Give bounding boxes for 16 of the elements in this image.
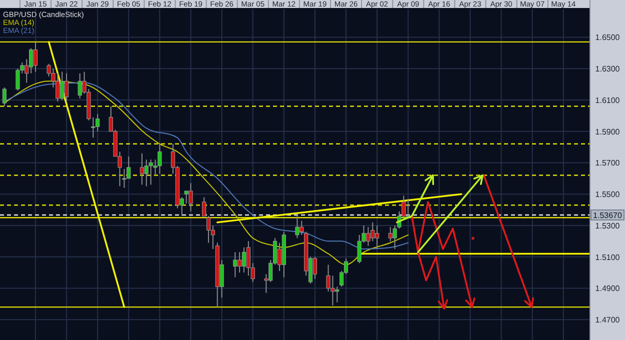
y-tick-label: 1.5900 xyxy=(595,127,620,136)
y-tick-label: 1.5100 xyxy=(595,252,620,262)
y-tick-label: 1.5300 xyxy=(595,221,620,230)
y-tick-label: 1.4700 xyxy=(595,316,620,325)
y-tick-label: 1.6500 xyxy=(595,33,620,42)
candlestick xyxy=(2,86,6,107)
y-tick-label: 1.6300 xyxy=(595,64,620,74)
y-tick-label: 1.5700 xyxy=(595,158,620,168)
candlestick xyxy=(140,152,144,186)
y-tick-label: 1.5500 xyxy=(595,190,620,200)
candlestick xyxy=(33,41,38,72)
y-tick-label: 1.4900 xyxy=(595,284,620,294)
y-tick-label: 1.6100 xyxy=(595,96,620,105)
candlestick xyxy=(312,256,318,280)
ref-line-label: 1.53670 xyxy=(593,210,623,220)
candlestick xyxy=(64,72,69,102)
